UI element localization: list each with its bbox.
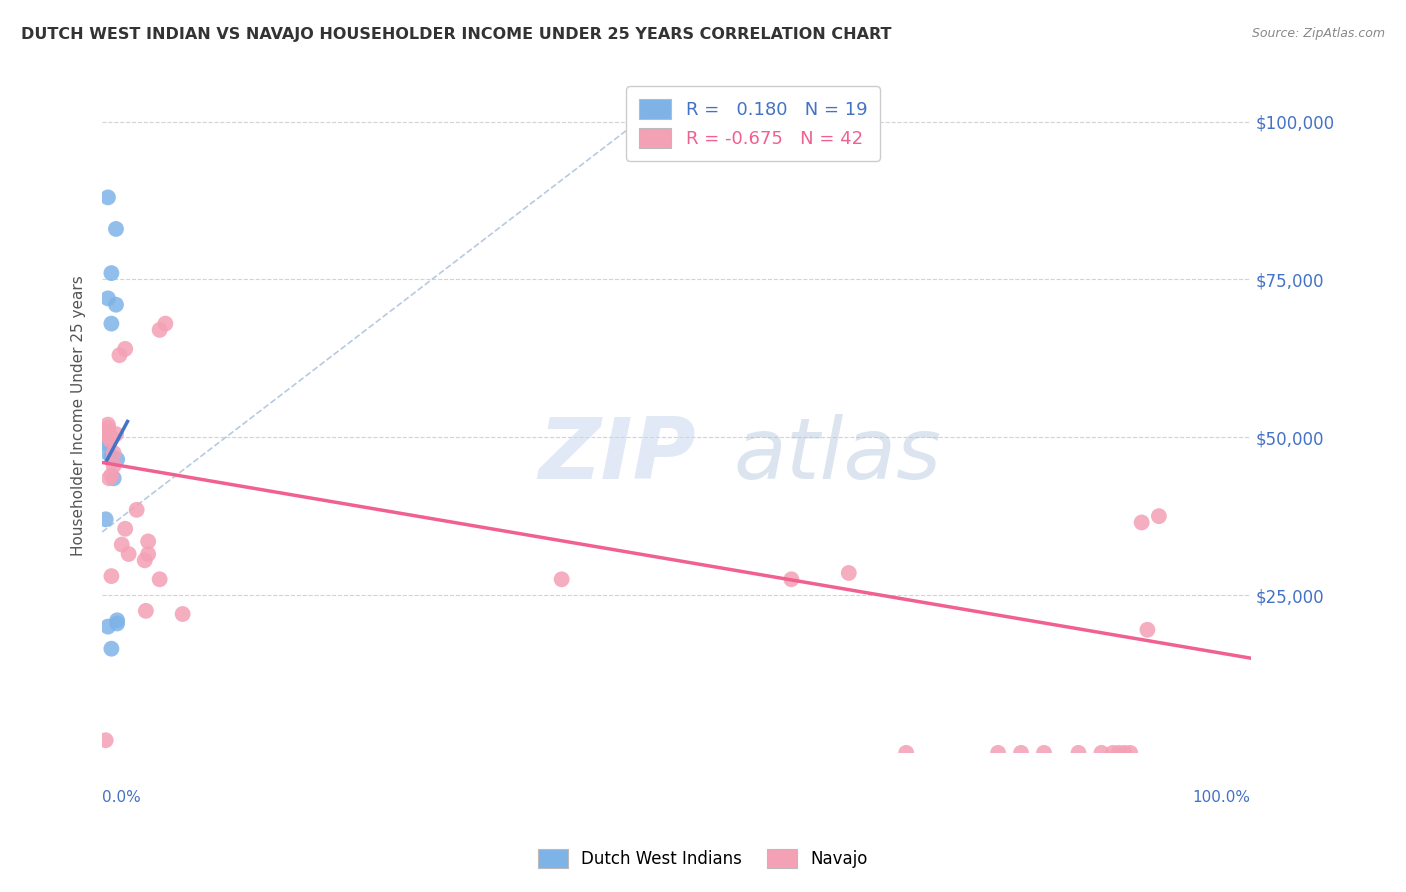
Point: [114, 522, 136, 536]
Point: [104, 298, 127, 312]
Point: [98, 430, 121, 444]
Point: [1102, 746, 1125, 760]
Point: [97, 291, 120, 305]
Point: [104, 222, 127, 236]
Point: [1130, 516, 1153, 530]
Point: [98, 471, 121, 485]
Legend: R =   0.180   N = 19, R = -0.675   N = 42: R = 0.180 N = 19, R = -0.675 N = 42: [626, 87, 880, 161]
Point: [108, 348, 131, 362]
Point: [838, 566, 860, 580]
Y-axis label: Householder Income Under 25 years: Householder Income Under 25 years: [72, 275, 86, 556]
Point: [97, 190, 120, 204]
Text: DUTCH WEST INDIAN VS NAVAJO HOUSEHOLDER INCOME UNDER 25 YEARS CORRELATION CHART: DUTCH WEST INDIAN VS NAVAJO HOUSEHOLDER …: [21, 27, 891, 42]
Text: ZIP: ZIP: [538, 414, 696, 497]
Point: [1147, 509, 1170, 524]
Point: [114, 342, 136, 356]
Text: atlas: atlas: [734, 414, 942, 497]
Point: [1010, 746, 1032, 760]
Legend: Dutch West Indians, Navajo: Dutch West Indians, Navajo: [531, 843, 875, 875]
Point: [125, 503, 148, 517]
Point: [1067, 746, 1090, 760]
Point: [780, 572, 803, 586]
Point: [155, 317, 177, 331]
Point: [97, 436, 120, 450]
Point: [97, 424, 120, 438]
Point: [987, 746, 1010, 760]
Point: [103, 446, 125, 460]
Point: [172, 607, 194, 621]
Point: [103, 458, 125, 473]
Point: [97, 417, 120, 432]
Point: [149, 323, 172, 337]
Point: [94, 733, 117, 747]
Point: [97, 421, 120, 435]
Point: [100, 430, 122, 444]
Point: [1033, 746, 1056, 760]
Point: [97, 424, 120, 438]
Point: [100, 317, 122, 331]
Point: [1090, 746, 1112, 760]
Point: [100, 266, 122, 280]
Text: 0.0%: 0.0%: [103, 790, 141, 805]
Point: [100, 641, 122, 656]
Point: [94, 512, 117, 526]
Point: [1114, 746, 1136, 760]
Text: Source: ZipAtlas.com: Source: ZipAtlas.com: [1251, 27, 1385, 40]
Point: [97, 446, 120, 460]
Point: [1108, 746, 1130, 760]
Point: [896, 746, 918, 760]
Point: [1119, 746, 1142, 760]
Point: [100, 449, 122, 463]
Point: [149, 572, 172, 586]
Point: [105, 616, 128, 631]
Point: [105, 452, 128, 467]
Point: [550, 572, 572, 586]
Point: [134, 553, 156, 567]
Point: [1136, 623, 1159, 637]
Text: 100.0%: 100.0%: [1192, 790, 1251, 805]
Point: [100, 569, 122, 583]
Point: [135, 604, 157, 618]
Point: [117, 547, 139, 561]
Point: [136, 547, 159, 561]
Point: [100, 468, 122, 483]
Point: [97, 619, 120, 633]
Point: [105, 613, 128, 627]
Point: [111, 537, 134, 551]
Point: [136, 534, 159, 549]
Point: [103, 471, 125, 485]
Point: [104, 427, 127, 442]
Point: [98, 434, 121, 448]
Point: [98, 434, 121, 448]
